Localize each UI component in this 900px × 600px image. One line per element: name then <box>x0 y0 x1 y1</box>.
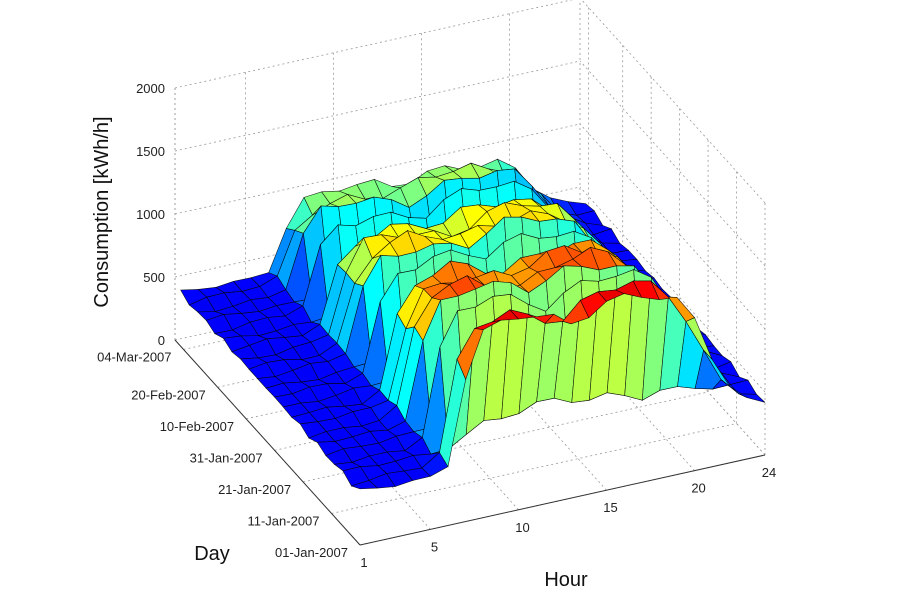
x-tick-label-2: 10 <box>515 520 529 535</box>
grid-line-floor-y-2 <box>302 391 709 483</box>
grid-line-back-z-3 <box>174 60 581 152</box>
x-tick-label-5: 24 <box>762 465 776 480</box>
x-axis-line <box>359 454 766 546</box>
y-tick-label-1: 11-Jan-2007 <box>247 513 319 528</box>
z-tick-label-2: 1000 <box>136 207 165 222</box>
x-axis-title: Hour <box>544 569 588 591</box>
y-tick-label-3: 31-Jan-2007 <box>190 450 263 465</box>
surface-facet-482 <box>738 393 766 403</box>
grid-line-floor-y-1 <box>331 423 737 514</box>
axis-edges <box>174 339 766 546</box>
y-tick-label-4: 10-Feb-2007 <box>160 419 234 434</box>
z-tick-label-3: 1500 <box>136 144 165 159</box>
y-axis-line <box>174 339 361 546</box>
grid-line-side-z-4 <box>581 0 766 204</box>
label-layer: Consumption [kWh/h] Hour Day 15101520240… <box>91 81 776 591</box>
x-tick-label-3: 15 <box>603 500 617 515</box>
y-tick-label-0: 01-Jan-2007 <box>275 545 348 560</box>
surface-layer <box>180 158 766 490</box>
z-tick-label-4: 2000 <box>136 81 165 96</box>
z-tick-label-1: 500 <box>143 270 165 285</box>
grid-line-back-z-4 <box>174 0 573 89</box>
y-axis-title: Day <box>194 543 230 565</box>
grid-line-back-z-2 <box>174 123 581 215</box>
x-tick-label-1: 5 <box>431 539 438 554</box>
y-tick-label-5: 20-Feb-2007 <box>131 387 205 402</box>
z-axis-title: Consumption [kWh/h] <box>91 116 113 307</box>
grid-line-side-z-1 <box>579 186 766 393</box>
grid-line-side-z-2 <box>579 123 766 330</box>
grid-line-side-z-3 <box>579 60 766 267</box>
x-tick-label-4: 20 <box>691 481 705 496</box>
z-tick-label-0: 0 <box>158 333 165 348</box>
y-tick-label-2: 21-Jan-2007 <box>218 482 291 497</box>
x-tick-label-0: 1 <box>360 555 367 570</box>
y-tick-label-6: 04-Mar-2007 <box>97 349 171 364</box>
